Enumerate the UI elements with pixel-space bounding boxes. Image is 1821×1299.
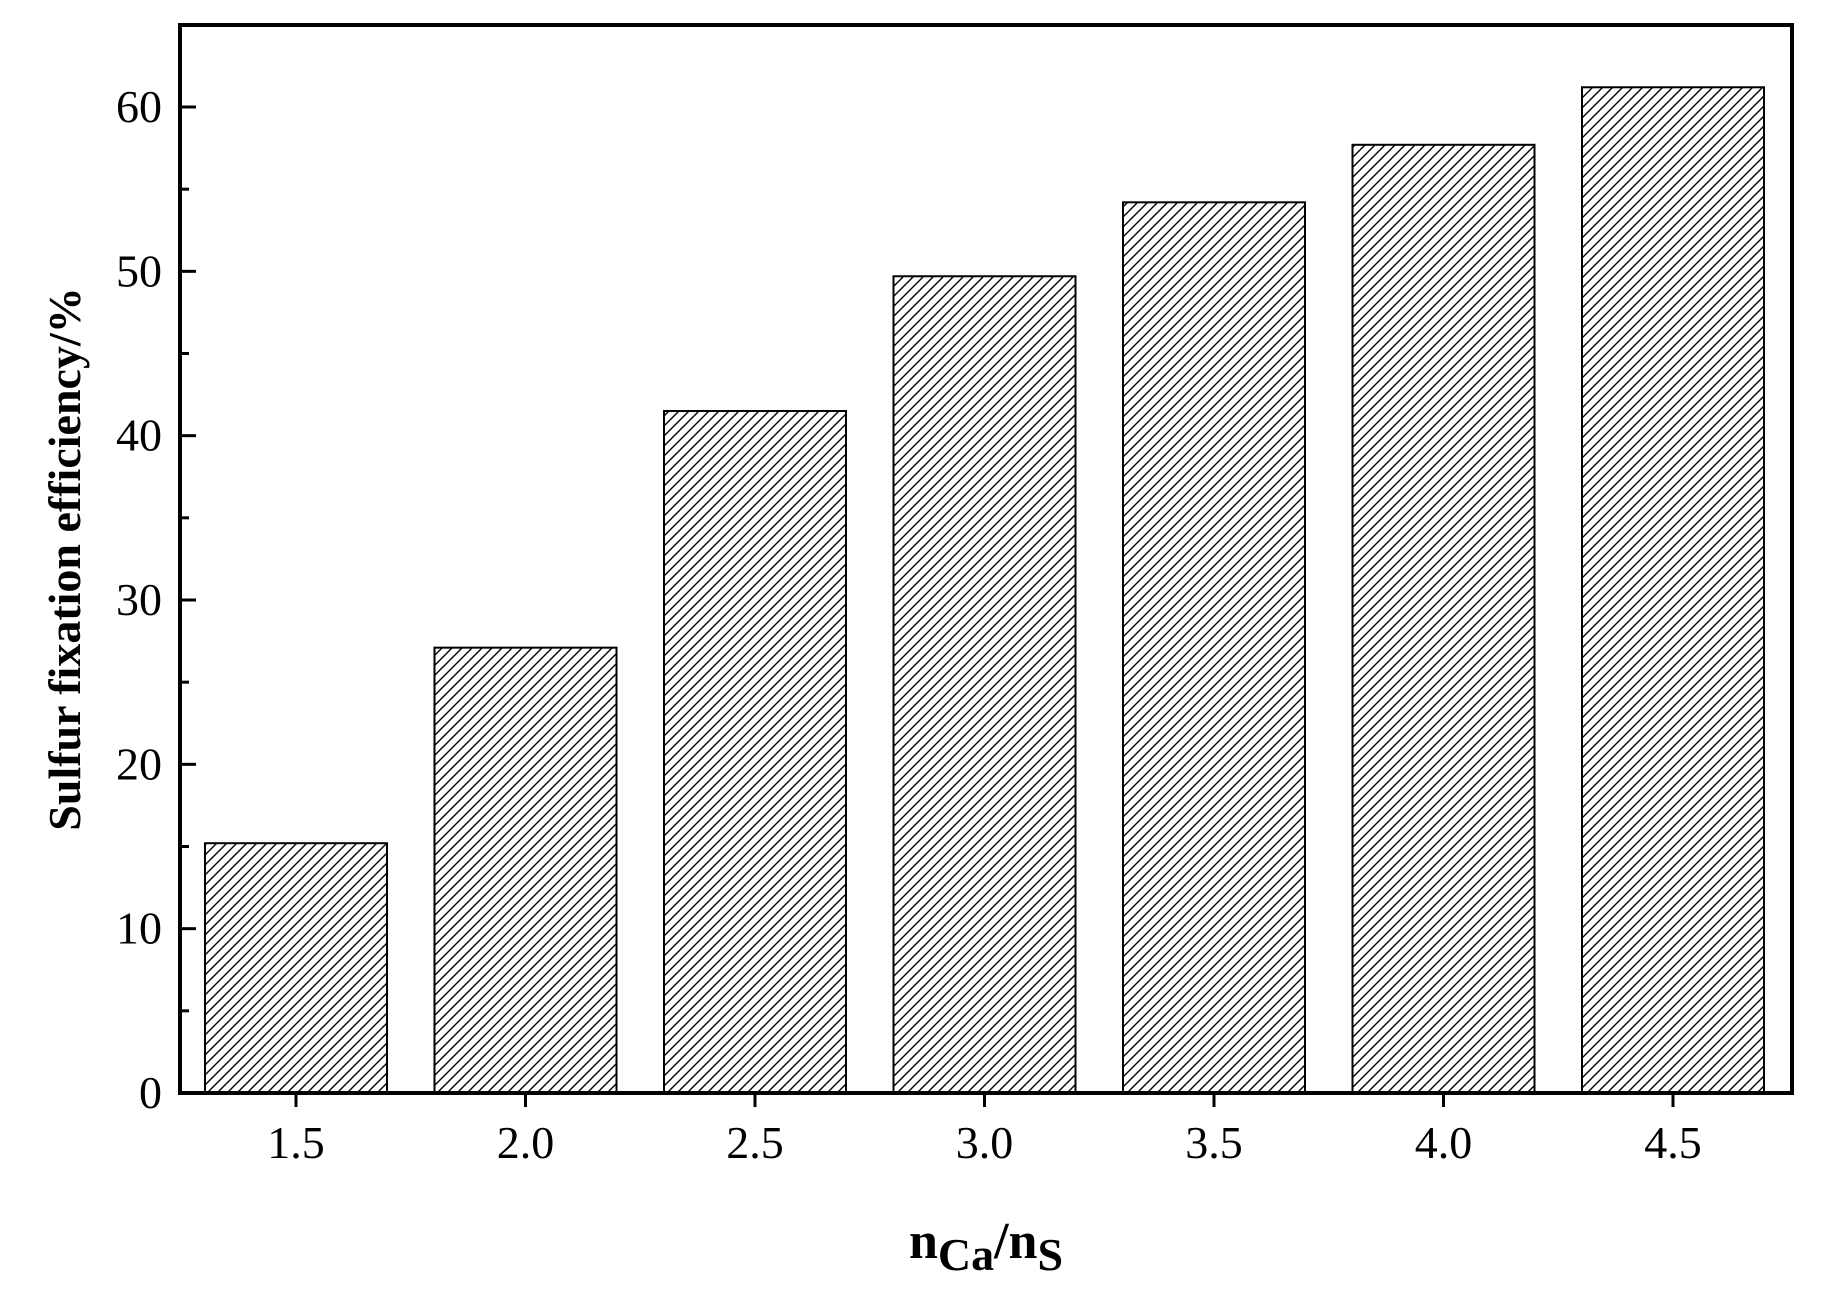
x-axis-title-n2: n (1009, 1213, 1038, 1270)
x-tick-label: 4.5 (1644, 1117, 1702, 1168)
x-axis-title: nCa/nS (909, 1213, 1063, 1280)
x-tick-label: 4.0 (1415, 1117, 1473, 1168)
bar-3.0 (892, 275, 1077, 1095)
x-axis-title-sub1: Ca (938, 1229, 994, 1280)
bar-3.5 (1122, 201, 1306, 1094)
x-axis-ticks: 1.5 2.0 2.5 3.0 3.5 4.0 4.5 (267, 1093, 1702, 1168)
y-tick-label: 60 (116, 81, 162, 132)
x-tick-label: 2.5 (726, 1117, 784, 1168)
y-tick-label: 20 (116, 738, 162, 789)
x-tick-label: 3.0 (956, 1117, 1014, 1168)
bar-4.0 (1351, 143, 1536, 1094)
y-tick-label: 10 (116, 903, 162, 954)
x-axis-title-slash: / (993, 1213, 1009, 1270)
y-tick-label: 50 (116, 245, 162, 296)
y-tick-label: 30 (116, 574, 162, 625)
y-axis-title: Sulfur fixation efficiency/% (39, 287, 90, 830)
y-axis-ticks: 0 10 20 30 40 50 60 (116, 81, 196, 1118)
bar-2.5 (663, 410, 847, 1094)
x-axis-title-sub2: S (1037, 1229, 1063, 1280)
bar-4.5 (1581, 86, 1765, 1094)
bars-group (204, 86, 1765, 1095)
x-axis-title-n1: n (909, 1213, 938, 1270)
y-tick-label: 0 (139, 1067, 162, 1118)
x-tick-label: 1.5 (267, 1117, 325, 1168)
x-tick-label: 3.5 (1185, 1117, 1243, 1168)
bar-2.0 (433, 646, 618, 1094)
x-tick-label: 2.0 (497, 1117, 555, 1168)
bar-1.5 (204, 842, 388, 1094)
y-tick-label: 40 (116, 410, 162, 461)
